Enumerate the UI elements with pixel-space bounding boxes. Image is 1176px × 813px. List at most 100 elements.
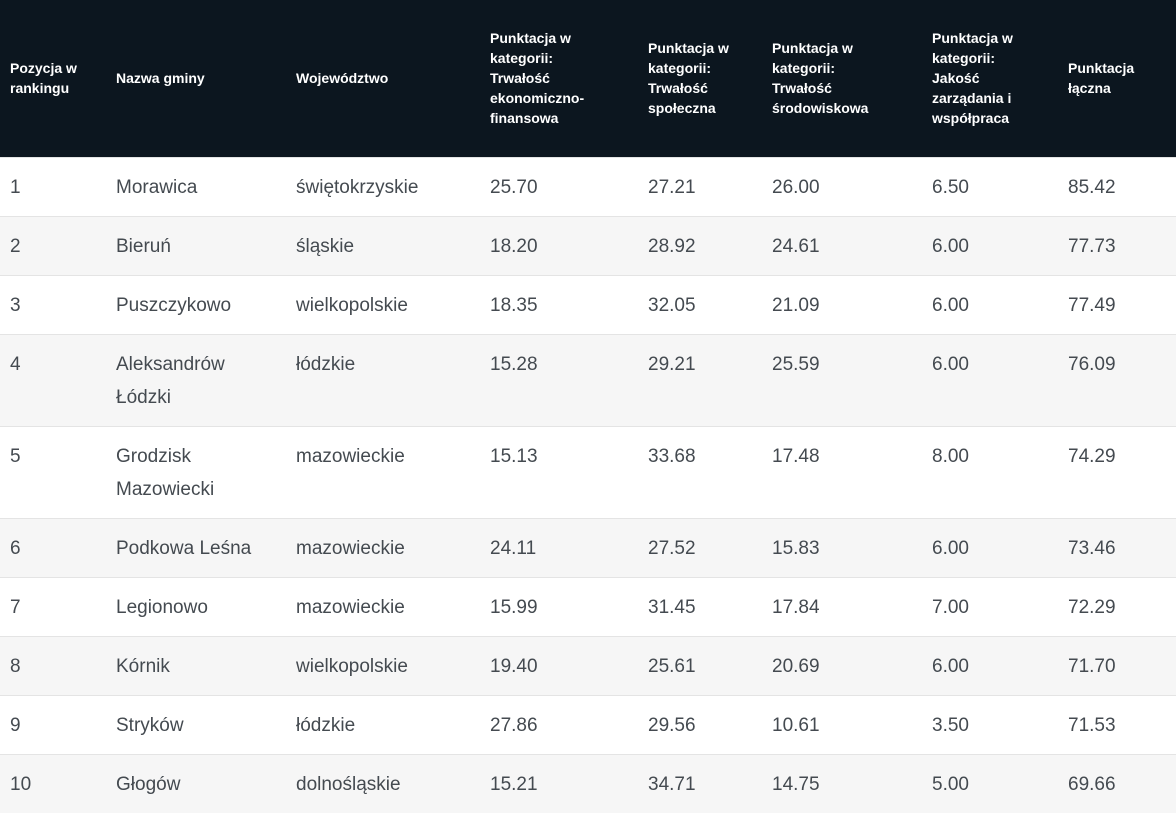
cell-total: 85.42 <box>1058 156 1176 216</box>
cell-economic-financial: 24.11 <box>480 517 638 577</box>
cell-economic-financial: 19.40 <box>480 635 638 695</box>
cell-social: 29.21 <box>638 333 762 426</box>
cell-environmental: 17.84 <box>762 576 922 636</box>
table-row: 10 Głogów dolnośląskie 15.21 34.71 14.75 5.00 6… <box>0 753 1176 813</box>
cell-position: 4 <box>0 333 106 426</box>
cell-total: 71.53 <box>1058 694 1176 754</box>
cell-total: 74.29 <box>1058 425 1176 518</box>
table-row: 6 Podkowa Leśna mazowieckie 24.11 27.52 15.83… <box>0 517 1176 577</box>
cell-position: 5 <box>0 425 106 518</box>
cell-social: 28.92 <box>638 215 762 275</box>
cell-voivodeship: mazowieckie <box>286 517 480 577</box>
header-management-cooperation: Punktacja w kategorii: Jakość zarządania… <box>932 30 1013 127</box>
cell-voivodeship: łódzkie <box>286 333 480 426</box>
cell-total: 73.46 <box>1058 517 1176 577</box>
header-social: Punktacja w kategorii: Trwałość społeczn… <box>648 40 729 117</box>
table-row: 1 Morawica świętokrzyskie 25.70 27.21 26.00 6.… <box>0 156 1176 216</box>
cell-management-cooperation: 3.50 <box>922 694 1058 754</box>
cell-management-cooperation: 6.00 <box>922 333 1058 426</box>
cell-social: 25.61 <box>638 635 762 695</box>
cell-management-cooperation: 6.00 <box>922 635 1058 695</box>
cell-position: 1 <box>0 156 106 216</box>
cell-economic-financial: 15.21 <box>480 753 638 813</box>
cell-economic-financial: 15.99 <box>480 576 638 636</box>
cell-total: 77.73 <box>1058 215 1176 275</box>
cell-municipality: Grodzisk Mazowiecki <box>106 425 286 518</box>
cell-economic-financial: 18.35 <box>480 274 638 334</box>
table-row: 9 Stryków łódzkie 27.86 29.56 10.61 3.50 71.53 <box>0 694 1176 754</box>
cell-position: 6 <box>0 517 106 577</box>
cell-position: 2 <box>0 215 106 275</box>
cell-environmental: 20.69 <box>762 635 922 695</box>
cell-voivodeship: świętokrzyskie <box>286 156 480 216</box>
cell-position: 8 <box>0 635 106 695</box>
cell-economic-financial: 18.20 <box>480 215 638 275</box>
cell-environmental: 24.61 <box>762 215 922 275</box>
cell-position: 7 <box>0 576 106 636</box>
cell-total: 69.66 <box>1058 753 1176 813</box>
header-municipality: Nazwa gminy <box>116 70 205 87</box>
cell-social: 27.52 <box>638 517 762 577</box>
cell-management-cooperation: 6.00 <box>922 274 1058 334</box>
header-voivodeship: Województwo <box>296 70 389 87</box>
cell-social: 32.05 <box>638 274 762 334</box>
cell-social: 27.21 <box>638 156 762 216</box>
cell-position: 3 <box>0 274 106 334</box>
cell-voivodeship: wielkopolskie <box>286 274 480 334</box>
cell-economic-financial: 25.70 <box>480 156 638 216</box>
cell-voivodeship: śląskie <box>286 215 480 275</box>
header-position: Pozycja w rankingu <box>10 60 77 97</box>
cell-total: 71.70 <box>1058 635 1176 695</box>
cell-management-cooperation: 7.00 <box>922 576 1058 636</box>
cell-economic-financial: 27.86 <box>480 694 638 754</box>
cell-social: 29.56 <box>638 694 762 754</box>
header-economic-financial: Punktacja w kategorii: Trwałość ekonomic… <box>490 30 585 127</box>
cell-management-cooperation: 8.00 <box>922 425 1058 518</box>
cell-social: 33.68 <box>638 425 762 518</box>
cell-municipality: Podkowa Leśna <box>106 517 286 577</box>
cell-municipality: Kórnik <box>106 635 286 695</box>
table-row: 8 Kórnik wielkopolskie 19.40 25.61 20.69 6.00 7… <box>0 635 1176 695</box>
cell-management-cooperation: 6.50 <box>922 156 1058 216</box>
cell-municipality: Puszczykowo <box>106 274 286 334</box>
cell-management-cooperation: 5.00 <box>922 753 1058 813</box>
cell-voivodeship: mazowieckie <box>286 576 480 636</box>
cell-municipality: Morawica <box>106 156 286 216</box>
cell-voivodeship: łódzkie <box>286 694 480 754</box>
cell-environmental: 25.59 <box>762 333 922 426</box>
header-environmental: Punktacja w kategorii: Trwałość środowis… <box>772 40 869 117</box>
cell-voivodeship: dolnośląskie <box>286 753 480 813</box>
cell-social: 34.71 <box>638 753 762 813</box>
table-row: 4 Aleksandrów Łódzki łódzkie 15.28 29.21 25.5… <box>0 333 1176 426</box>
cell-municipality: Legionowo <box>106 576 286 636</box>
cell-environmental: 21.09 <box>762 274 922 334</box>
table-body: 1 Morawica świętokrzyskie 25.70 27.21 26.00 6.… <box>0 156 1176 813</box>
cell-position: 10 <box>0 753 106 813</box>
table-row: 5 Grodzisk Mazowiecki mazowieckie 15.13 33.6… <box>0 425 1176 518</box>
cell-environmental: 15.83 <box>762 517 922 577</box>
cell-social: 31.45 <box>638 576 762 636</box>
table-header: Pozycja w rankingu Nazwa gminy Województwo… <box>0 0 1176 157</box>
cell-municipality: Aleksandrów Łódzki <box>106 333 286 426</box>
table-row: 7 Legionowo mazowieckie 15.99 31.45 17.84 7.00… <box>0 576 1176 636</box>
cell-municipality: Głogów <box>106 753 286 813</box>
cell-environmental: 10.61 <box>762 694 922 754</box>
cell-environmental: 26.00 <box>762 156 922 216</box>
table-row: 2 Bieruń śląskie 18.20 28.92 24.61 6.00 77.73 <box>0 215 1176 275</box>
cell-management-cooperation: 6.00 <box>922 215 1058 275</box>
cell-economic-financial: 15.28 <box>480 333 638 426</box>
header-row: Pozycja w rankingu Nazwa gminy Województwo… <box>0 0 1176 157</box>
cell-municipality: Stryków <box>106 694 286 754</box>
cell-position: 9 <box>0 694 106 754</box>
cell-management-cooperation: 6.00 <box>922 517 1058 577</box>
cell-municipality: Bieruń <box>106 215 286 275</box>
table-row: 3 Puszczykowo wielkopolskie 18.35 32.05 21.09… <box>0 274 1176 334</box>
cell-environmental: 17.48 <box>762 425 922 518</box>
cell-voivodeship: mazowieckie <box>286 425 480 518</box>
cell-environmental: 14.75 <box>762 753 922 813</box>
header-total: Punktacja łączna <box>1068 60 1135 97</box>
cell-economic-financial: 15.13 <box>480 425 638 518</box>
cell-total: 77.49 <box>1058 274 1176 334</box>
cell-total: 72.29 <box>1058 576 1176 636</box>
